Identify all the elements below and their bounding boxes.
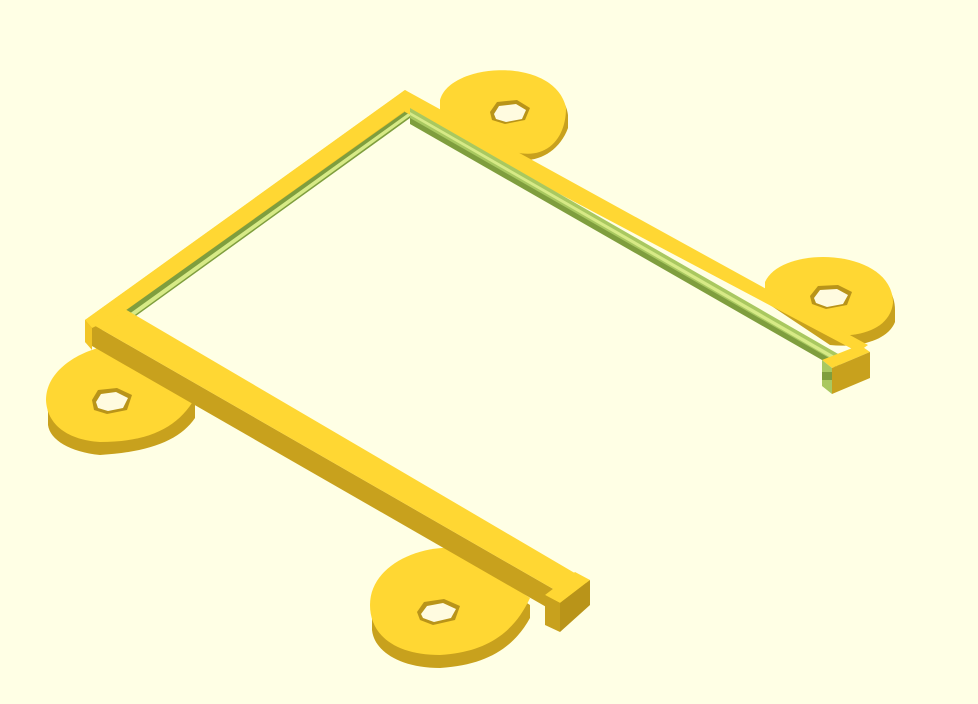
rail-top xyxy=(85,90,420,320)
hex-hole-through xyxy=(96,392,128,411)
rail-groove-dark xyxy=(410,118,836,368)
frame-rail-back-left xyxy=(85,90,420,342)
rail-top xyxy=(405,90,868,352)
frame-corner-left xyxy=(85,305,125,350)
frame-end-stub-right xyxy=(822,345,870,394)
hex-hole-through xyxy=(494,104,526,122)
stub-side xyxy=(545,595,560,632)
rail-groove-light xyxy=(410,112,838,362)
corner-side xyxy=(85,320,92,350)
rail-front-side xyxy=(85,320,555,612)
hex-hole-through xyxy=(814,289,848,307)
stub-notch xyxy=(822,372,832,380)
stub-top xyxy=(822,345,870,368)
stub-front xyxy=(832,352,870,394)
frame-end-stub-bottom xyxy=(545,572,590,632)
stub-top xyxy=(545,572,590,603)
rail-top xyxy=(85,305,590,590)
mounting-tab-left xyxy=(46,345,196,455)
mounting-tab-top xyxy=(440,70,568,161)
stub-front xyxy=(560,580,590,632)
frame-rail-back-right xyxy=(405,90,868,368)
rail-groove-light xyxy=(118,112,410,325)
corner-top xyxy=(85,305,125,328)
hex-hole-through xyxy=(421,603,456,622)
